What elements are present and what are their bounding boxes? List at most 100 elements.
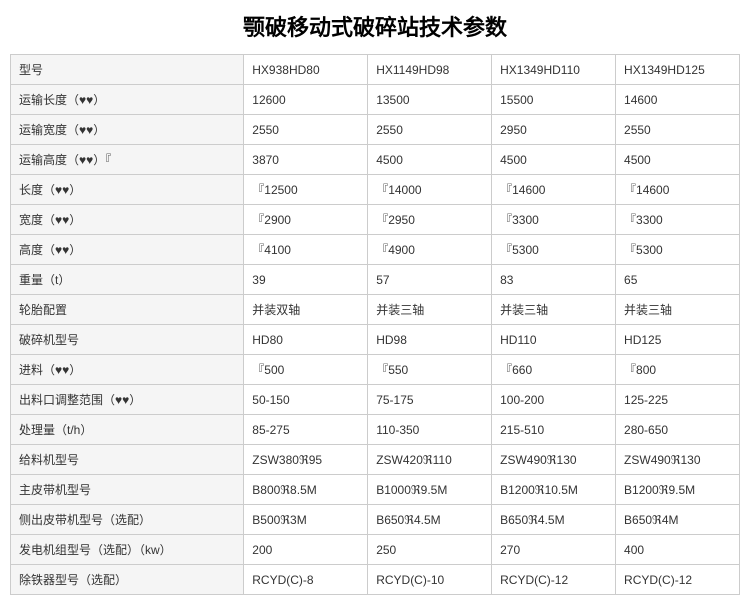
table-row-label: 出料口调整范围（♥♥） xyxy=(11,385,244,415)
table-row: 运输高度（♥♥）『3870450045004500 xyxy=(11,145,740,175)
table-row-label: 给料机型号 xyxy=(11,445,244,475)
table-row: 长度（♥♥）『12500『14000『14600『14600 xyxy=(11,175,740,205)
table-cell: 『5300 xyxy=(492,235,616,265)
table-cell: 『14000 xyxy=(368,175,492,205)
table-cell: 『3300 xyxy=(616,205,740,235)
table-row: 除铁器型号（选配）RCYD(C)-8RCYD(C)-10RCYD(C)-12RC… xyxy=(11,565,740,595)
spec-table: 型号HX938HD80HX1149HD98HX1349HD110HX1349HD… xyxy=(10,54,740,595)
table-cell: 280-650 xyxy=(616,415,740,445)
table-cell: 并装三轴 xyxy=(616,295,740,325)
table-cell: HD80 xyxy=(244,325,368,355)
table-cell: 『14600 xyxy=(492,175,616,205)
table-row-label: 除铁器型号（选配） xyxy=(11,565,244,595)
table-row: 宽度（♥♥）『2900『2950『3300『3300 xyxy=(11,205,740,235)
table-header-cell: HX938HD80 xyxy=(244,55,368,85)
table-cell: 39 xyxy=(244,265,368,295)
table-row: 运输长度（♥♥）12600135001550014600 xyxy=(11,85,740,115)
table-cell: 『2900 xyxy=(244,205,368,235)
table-cell: 4500 xyxy=(616,145,740,175)
table-row-label: 运输宽度（♥♥） xyxy=(11,115,244,145)
table-cell: HD110 xyxy=(492,325,616,355)
table-cell: 『4100 xyxy=(244,235,368,265)
table-cell: 13500 xyxy=(368,85,492,115)
spec-table-container: 颚破移动式破碎站技术参数 型号HX938HD80HX1149HD98HX1349… xyxy=(10,10,740,595)
table-cell: 『5300 xyxy=(616,235,740,265)
table-row: 处理量（t/h）85-275110-350215-510280-650 xyxy=(11,415,740,445)
table-cell: 85-275 xyxy=(244,415,368,445)
table-cell: 2550 xyxy=(616,115,740,145)
table-row-label: 破碎机型号 xyxy=(11,325,244,355)
table-cell: 『14600 xyxy=(616,175,740,205)
table-row-label: 运输长度（♥♥） xyxy=(11,85,244,115)
table-row: 进料（♥♥）『500『550『660『800 xyxy=(11,355,740,385)
table-cell: B1000ℜ9.5M xyxy=(368,475,492,505)
table-header-cell: HX1349HD110 xyxy=(492,55,616,85)
table-header-cell: HX1349HD125 xyxy=(616,55,740,85)
table-cell: 并装双轴 xyxy=(244,295,368,325)
table-header-row: 型号HX938HD80HX1149HD98HX1349HD110HX1349HD… xyxy=(11,55,740,85)
table-cell: 2950 xyxy=(492,115,616,145)
table-cell: 『500 xyxy=(244,355,368,385)
table-row-label: 高度（♥♥） xyxy=(11,235,244,265)
table-row-label: 轮胎配置 xyxy=(11,295,244,325)
table-body: 型号HX938HD80HX1149HD98HX1349HD110HX1349HD… xyxy=(11,55,740,595)
table-cell: HD98 xyxy=(368,325,492,355)
table-cell: RCYD(C)-10 xyxy=(368,565,492,595)
table-cell: B1200ℜ9.5M xyxy=(616,475,740,505)
table-cell: 65 xyxy=(616,265,740,295)
table-cell: 2550 xyxy=(244,115,368,145)
table-cell: 4500 xyxy=(492,145,616,175)
table-cell: 400 xyxy=(616,535,740,565)
table-row: 出料口调整范围（♥♥）50-15075-175100-200125-225 xyxy=(11,385,740,415)
table-cell: 200 xyxy=(244,535,368,565)
table-cell: B650ℜ4M xyxy=(616,505,740,535)
table-row-label: 主皮带机型号 xyxy=(11,475,244,505)
table-cell: 『12500 xyxy=(244,175,368,205)
table-row: 重量（t）39578365 xyxy=(11,265,740,295)
table-cell: 『800 xyxy=(616,355,740,385)
table-row-label: 处理量（t/h） xyxy=(11,415,244,445)
table-cell: 『660 xyxy=(492,355,616,385)
table-cell: ZSW380ℜ95 xyxy=(244,445,368,475)
table-row: 运输宽度（♥♥）2550255029502550 xyxy=(11,115,740,145)
table-cell: B650ℜ4.5M xyxy=(492,505,616,535)
table-cell: 14600 xyxy=(616,85,740,115)
table-cell: ZSW420ℜ110 xyxy=(368,445,492,475)
table-cell: 15500 xyxy=(492,85,616,115)
table-cell: 并装三轴 xyxy=(368,295,492,325)
table-cell: 270 xyxy=(492,535,616,565)
table-cell: HD125 xyxy=(616,325,740,355)
table-cell: 250 xyxy=(368,535,492,565)
table-cell: 『550 xyxy=(368,355,492,385)
table-row: 破碎机型号HD80HD98HD110HD125 xyxy=(11,325,740,355)
table-row-label: 宽度（♥♥） xyxy=(11,205,244,235)
table-cell: B800ℜ8.5M xyxy=(244,475,368,505)
table-row: 主皮带机型号B800ℜ8.5MB1000ℜ9.5MB1200ℜ10.5MB120… xyxy=(11,475,740,505)
table-cell: 215-510 xyxy=(492,415,616,445)
table-cell: 57 xyxy=(368,265,492,295)
table-header-cell: HX1149HD98 xyxy=(368,55,492,85)
table-cell: 3870 xyxy=(244,145,368,175)
table-row: 给料机型号ZSW380ℜ95ZSW420ℜ110ZSW490ℜ130ZSW490… xyxy=(11,445,740,475)
table-cell: 110-350 xyxy=(368,415,492,445)
table-cell: B1200ℜ10.5M xyxy=(492,475,616,505)
table-row: 轮胎配置并装双轴并装三轴并装三轴并装三轴 xyxy=(11,295,740,325)
table-row: 侧出皮带机型号（选配）B500ℜ3MB650ℜ4.5MB650ℜ4.5MB650… xyxy=(11,505,740,535)
table-row-label: 长度（♥♥） xyxy=(11,175,244,205)
table-row: 发电机组型号（选配）（kw）200250270400 xyxy=(11,535,740,565)
table-cell: RCYD(C)-12 xyxy=(616,565,740,595)
table-cell: 『4900 xyxy=(368,235,492,265)
table-row-label: 侧出皮带机型号（选配） xyxy=(11,505,244,535)
table-cell: RCYD(C)-8 xyxy=(244,565,368,595)
table-row-label: 进料（♥♥） xyxy=(11,355,244,385)
table-cell: 75-175 xyxy=(368,385,492,415)
table-cell: ZSW490ℜ130 xyxy=(492,445,616,475)
page-title: 颚破移动式破碎站技术参数 xyxy=(10,10,740,42)
table-cell: B500ℜ3M xyxy=(244,505,368,535)
table-cell: B650ℜ4.5M xyxy=(368,505,492,535)
table-cell: 4500 xyxy=(368,145,492,175)
table-row: 高度（♥♥）『4100『4900『5300『5300 xyxy=(11,235,740,265)
table-cell: 『2950 xyxy=(368,205,492,235)
table-cell: ZSW490ℜ130 xyxy=(616,445,740,475)
table-cell: 83 xyxy=(492,265,616,295)
